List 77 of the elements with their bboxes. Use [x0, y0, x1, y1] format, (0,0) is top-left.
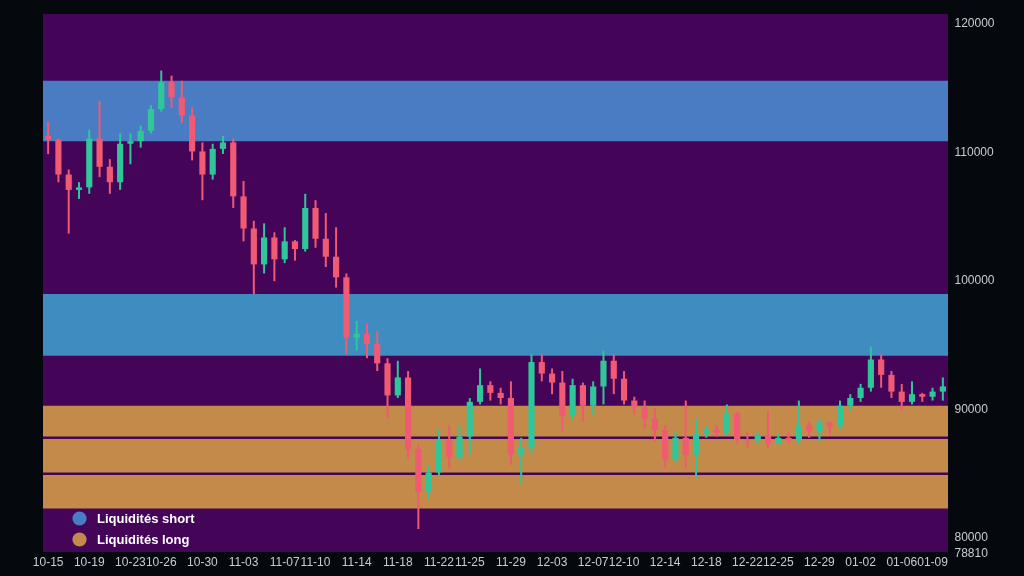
- candlestick: [363, 322, 371, 360]
- candlestick: [538, 353, 545, 383]
- legend-label: Liquidités long: [97, 531, 190, 547]
- candlestick: [908, 380, 916, 406]
- x-tick-label: 12-25: [762, 554, 794, 569]
- y-tick-label: 110000: [954, 144, 994, 159]
- legend-label: Liquidités short: [97, 510, 196, 526]
- x-tick-label: 12-18: [690, 554, 722, 569]
- x-tick-label: 11-29: [496, 554, 527, 569]
- candlestick: [353, 319, 360, 352]
- x-tick-label: 11-03: [228, 554, 259, 569]
- candlestick: [394, 359, 401, 400]
- candlestick: [127, 132, 134, 166]
- y-tick-label: 80000: [954, 530, 989, 545]
- x-tick-label: 11-14: [341, 554, 372, 569]
- x-tick-label: 11-10: [300, 554, 331, 569]
- candlestick: [641, 399, 648, 430]
- x-tick-label: 10-26: [145, 554, 177, 569]
- candlestick: [672, 430, 679, 464]
- candlestick: [692, 417, 700, 479]
- candlestick: [147, 104, 155, 135]
- candlestick: [764, 409, 772, 450]
- candlestick: [682, 399, 689, 470]
- candlestick: [888, 370, 895, 400]
- x-tick-label: 11-22: [424, 554, 455, 569]
- x-tick-label: 12-03: [536, 554, 568, 569]
- candlestick: [476, 367, 484, 406]
- candlestick: [291, 239, 299, 262]
- candlestick: [137, 124, 144, 149]
- candlestick: [168, 74, 175, 109]
- candlestick: [878, 353, 885, 389]
- x-tick-label: 12-07: [577, 554, 609, 569]
- candlestick: [836, 399, 844, 430]
- candlestick: [590, 380, 597, 416]
- candlestick: [898, 382, 905, 412]
- candlestick: [271, 231, 278, 283]
- x-tick-label: 12-14: [649, 554, 681, 569]
- candlestick: [723, 403, 730, 437]
- x-tick-label: 12-10: [608, 554, 640, 569]
- x-tick-label: 10-15: [32, 554, 64, 569]
- candlestick: [610, 353, 617, 396]
- candlestick: [322, 212, 329, 269]
- x-tick-label: 11-07: [269, 554, 300, 569]
- candlestick: [65, 168, 72, 235]
- candlestick: [816, 417, 823, 443]
- candlestick: [199, 141, 206, 202]
- y-tick-label: 90000: [954, 401, 989, 416]
- x-tick-label: 10-30: [187, 554, 219, 569]
- candlestick: [446, 423, 453, 470]
- candlestick: [548, 367, 556, 396]
- candlestick: [425, 463, 432, 500]
- candlestick: [281, 226, 288, 265]
- y-tick-label: 120000: [954, 16, 995, 31]
- candlestick: [456, 423, 463, 461]
- x-tick-label: 12-22: [732, 554, 764, 569]
- candlestick: [178, 79, 185, 125]
- candlestick: [620, 370, 628, 406]
- candlestick: [333, 226, 340, 289]
- x-tick-label: 01-06: [886, 554, 918, 569]
- x-tick-label: 12-29: [804, 554, 836, 569]
- candlestick: [374, 330, 381, 373]
- candlestick: [939, 376, 946, 402]
- x-tick-label: 01-02: [845, 554, 877, 569]
- candlestick: [795, 399, 802, 446]
- x-tick-label: 11-18: [382, 554, 414, 569]
- candlestick: [579, 381, 586, 423]
- x-tick-label: 01-09: [917, 554, 949, 569]
- x-tick-label: 11-25: [454, 554, 486, 569]
- candlestick: [487, 380, 494, 402]
- y-tick-label: 100000: [954, 273, 995, 288]
- candlestick: [651, 407, 658, 443]
- y-tick-label: 78810: [954, 545, 989, 560]
- candlestick: [106, 158, 113, 195]
- candlestick: [518, 436, 525, 486]
- candlestick: [45, 120, 52, 155]
- x-tick-label: 10-19: [73, 554, 105, 569]
- x-tick-label: 10-23: [115, 554, 147, 569]
